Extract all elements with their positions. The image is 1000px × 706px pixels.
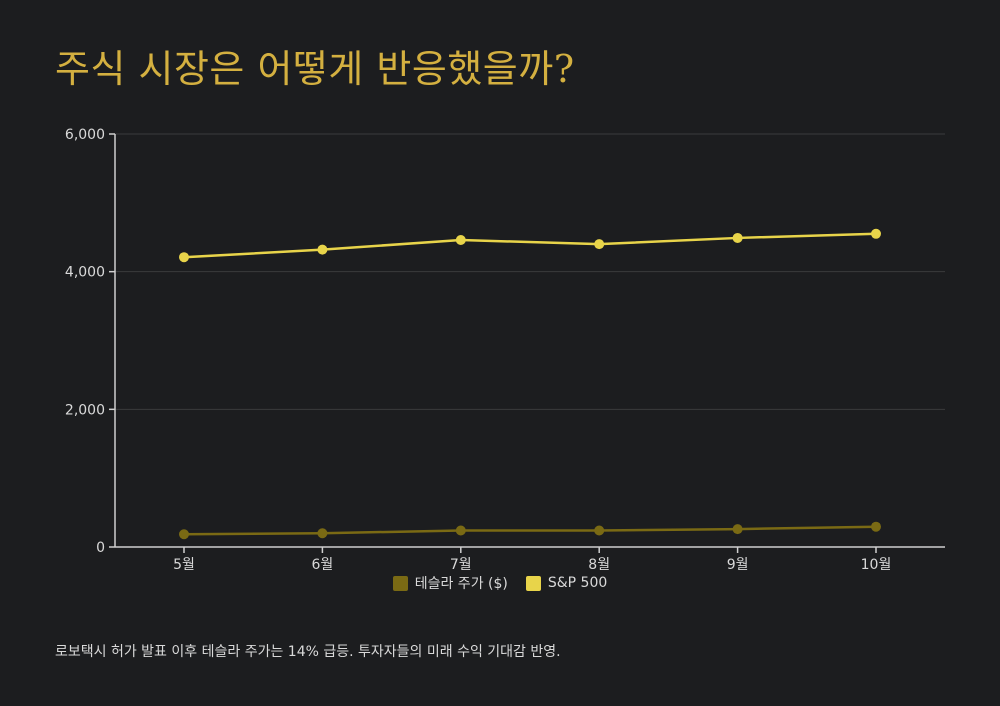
data-point[interactable] bbox=[317, 244, 328, 255]
grid-lines bbox=[115, 133, 945, 410]
legend-swatch-sp500 bbox=[525, 575, 541, 591]
series-line-0 bbox=[183, 525, 877, 536]
line-chart: 0 2,000 4,000 6,000 5월 6월 7월 8월 9월 10월 bbox=[65, 127, 945, 573]
data-point[interactable] bbox=[317, 528, 328, 539]
legend-label-sp500: S&P 500 bbox=[547, 575, 608, 591]
x-tick-label: 9월 bbox=[727, 557, 749, 573]
x-tick-label: 8월 bbox=[588, 557, 610, 573]
legend-label-tesla: 테슬라 주가 ($) bbox=[414, 576, 508, 592]
data-point[interactable] bbox=[871, 521, 881, 532]
data-point[interactable] bbox=[455, 235, 466, 246]
chart-caption: 로보택시 허가 발표 이후 테슬라 주가는 14% 급등. 투자자들의 미래 수… bbox=[55, 644, 561, 660]
data-point[interactable] bbox=[179, 529, 189, 540]
data-point[interactable] bbox=[594, 239, 605, 250]
x-tick-label: 7월 bbox=[450, 557, 472, 573]
data-point[interactable] bbox=[871, 228, 881, 239]
series-group bbox=[179, 228, 881, 540]
legend: 테슬라 주가 ($) S&P 500 bbox=[0, 573, 1000, 593]
legend-item-sp500[interactable]: S&P 500 bbox=[525, 573, 608, 593]
y-tick-label: 2,000 bbox=[65, 402, 105, 418]
y-tick-label: 4,000 bbox=[65, 265, 105, 281]
data-point[interactable] bbox=[594, 525, 605, 536]
chart-title: 주식 시장은 어떻게 반응했을까? bbox=[55, 47, 575, 91]
x-tick-label: 5월 bbox=[173, 557, 195, 573]
legend-item-tesla[interactable]: 테슬라 주가 ($) bbox=[392, 573, 508, 593]
legend-swatch-tesla bbox=[392, 575, 408, 591]
y-tick-label: 0 bbox=[96, 540, 105, 556]
data-point[interactable] bbox=[179, 252, 189, 263]
axes: 0 2,000 4,000 6,000 5월 6월 7월 8월 9월 10월 bbox=[65, 127, 945, 573]
y-tick-label: 6,000 bbox=[65, 127, 105, 143]
data-point[interactable] bbox=[732, 524, 743, 535]
x-tick-label: 10월 bbox=[861, 557, 892, 573]
data-point[interactable] bbox=[732, 232, 743, 243]
x-tick-label: 6월 bbox=[312, 557, 334, 573]
data-point[interactable] bbox=[455, 525, 466, 536]
series-line-1 bbox=[183, 232, 877, 259]
